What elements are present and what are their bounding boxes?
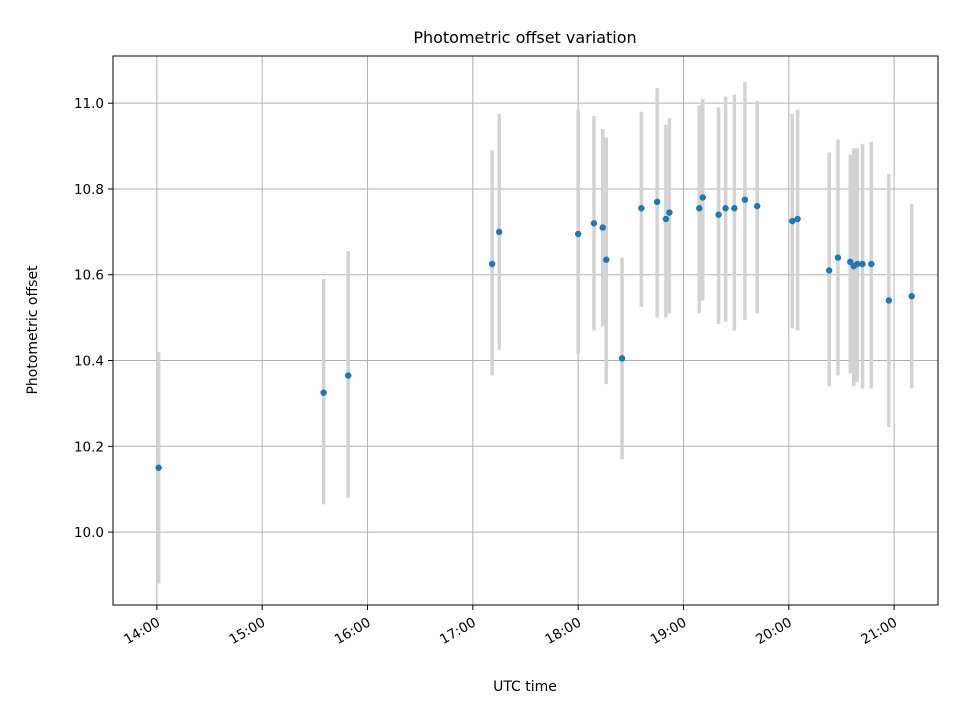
x-tick-label: 17:00 bbox=[437, 615, 479, 648]
x-tick-label: 21:00 bbox=[858, 615, 900, 648]
data-point bbox=[834, 254, 842, 261]
data-point bbox=[666, 209, 673, 216]
y-tick-label: 10.6 bbox=[74, 268, 104, 284]
y-axis-label: Photometric offset bbox=[25, 265, 41, 395]
data-point bbox=[794, 215, 801, 223]
data-point bbox=[603, 256, 610, 263]
data-point bbox=[662, 215, 670, 223]
y-tick-label: 10.4 bbox=[74, 354, 104, 370]
error-bars bbox=[156, 81, 914, 584]
data-point bbox=[618, 355, 626, 362]
x-tick-label: 14:00 bbox=[121, 615, 163, 648]
axis-ticks: 14:00 15:00 16:00 17:00 18:00 19:00 20:00 21:00… bbox=[74, 96, 900, 648]
chart-title: Photometric offset variation bbox=[413, 28, 636, 47]
y-tick-label: 10.0 bbox=[74, 525, 104, 541]
data-point bbox=[495, 228, 503, 236]
data-point bbox=[868, 260, 875, 268]
data-point bbox=[825, 267, 833, 274]
y-tick-label: 10.2 bbox=[74, 439, 104, 455]
data-point bbox=[754, 202, 761, 210]
data-point bbox=[599, 224, 606, 231]
x-axis-label: UTC time bbox=[493, 679, 557, 695]
data-point bbox=[699, 194, 706, 201]
y-tick-label: 10.8 bbox=[74, 182, 104, 198]
data-point bbox=[715, 211, 722, 218]
data-point bbox=[574, 230, 582, 238]
data-point bbox=[741, 196, 749, 203]
x-tick-label: 16:00 bbox=[332, 615, 374, 648]
data-point bbox=[590, 220, 598, 227]
data-point bbox=[847, 258, 854, 266]
x-tick-label: 19:00 bbox=[648, 615, 690, 648]
data-point bbox=[488, 260, 496, 268]
data-point bbox=[789, 217, 796, 225]
data-point bbox=[908, 292, 915, 300]
y-tick-label: 11.0 bbox=[74, 96, 104, 112]
data-point bbox=[345, 372, 352, 379]
data-point bbox=[155, 464, 162, 471]
data-point bbox=[320, 389, 327, 396]
data-point bbox=[885, 297, 893, 304]
data-point bbox=[731, 205, 738, 212]
x-tick-label: 15:00 bbox=[227, 615, 269, 648]
data-point bbox=[696, 205, 703, 212]
plot-frame bbox=[112, 55, 939, 606]
data-point bbox=[722, 205, 729, 212]
data-point bbox=[854, 260, 861, 268]
data-points bbox=[155, 194, 915, 471]
x-tick-label: 18:00 bbox=[542, 615, 584, 648]
data-point bbox=[653, 198, 661, 206]
data-point bbox=[859, 260, 866, 268]
data-point bbox=[638, 205, 645, 212]
grid bbox=[113, 56, 938, 605]
x-tick-label: 20:00 bbox=[753, 615, 795, 648]
